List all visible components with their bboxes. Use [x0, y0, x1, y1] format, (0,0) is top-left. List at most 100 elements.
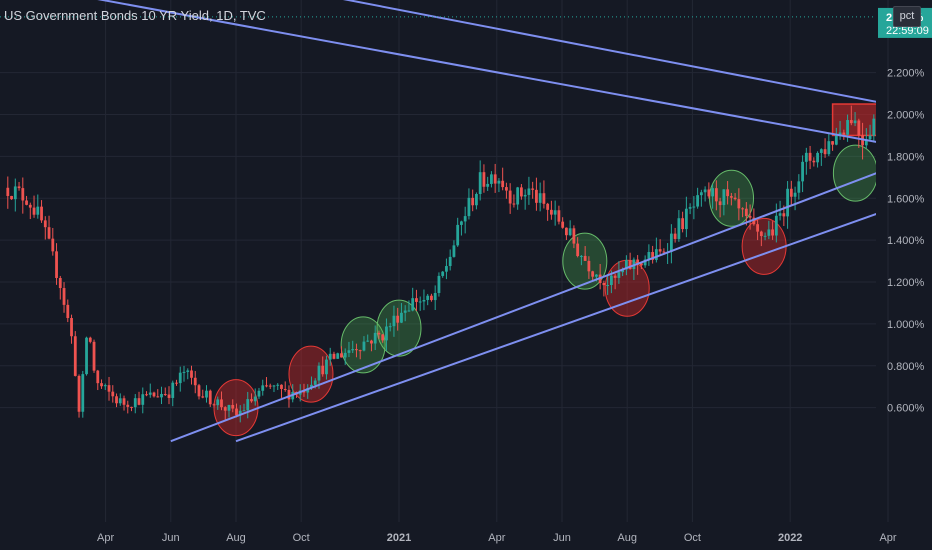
candle-body [789, 188, 793, 197]
candle-body [662, 251, 666, 253]
highlight-circle-green [832, 144, 876, 202]
candle-body [163, 393, 167, 395]
price-axis-label: 2.200% [887, 68, 925, 80]
candle-body [613, 275, 617, 278]
candle-body [609, 275, 613, 286]
candle-body [714, 188, 718, 202]
price-axis-label: 1.800% [887, 151, 925, 163]
candle-body [579, 255, 583, 257]
candle-body [771, 229, 774, 236]
candle-body [583, 255, 587, 261]
candle-body [268, 385, 272, 387]
candle-body [328, 353, 332, 360]
candle-body [801, 161, 804, 182]
candle-body [152, 392, 156, 397]
candle-body [36, 206, 40, 215]
candle-body [137, 398, 141, 405]
trendline [342, 0, 876, 103]
candle-body [377, 332, 381, 335]
candle-body [561, 221, 565, 228]
candle-body [388, 326, 392, 328]
candle-body [546, 203, 550, 210]
time-axis-label: Apr [488, 532, 505, 544]
candle-body [463, 216, 467, 222]
candle-body [654, 249, 658, 260]
candle-body [853, 120, 857, 124]
candle-body [733, 197, 737, 200]
candle-body [576, 243, 580, 257]
candle-body [238, 410, 242, 416]
candle-body [744, 208, 748, 217]
candle-body [568, 228, 572, 236]
candle-body [250, 399, 253, 402]
candle-body [85, 337, 88, 375]
candle-body [190, 370, 193, 378]
candle-body [523, 194, 527, 197]
candle-body [808, 152, 812, 161]
candle-body [47, 227, 51, 239]
candle-body [148, 392, 152, 395]
candle-body [516, 187, 520, 205]
candle-body [347, 350, 351, 353]
candle-body [542, 193, 546, 204]
candle-body [467, 197, 471, 217]
candle-body [722, 189, 726, 206]
candle-body [197, 385, 201, 397]
candle-body [831, 141, 834, 145]
candle-body [699, 192, 703, 196]
time-axis-label: Apr [879, 532, 896, 544]
plot-layer [0, 0, 876, 443]
candle-body [77, 375, 81, 412]
candle-body [711, 188, 715, 197]
time-axis-label: Jun [162, 532, 180, 544]
time-axis: Apr Jun Aug Oct 2021 Apr Jun Aug Oct 2022 Apr [97, 532, 897, 544]
candle-body [418, 301, 422, 303]
candle-body [340, 353, 343, 358]
candle-body [471, 197, 475, 206]
candle-body [857, 120, 861, 136]
candle-body [688, 207, 692, 209]
price-axis-label: 1.200% [887, 277, 925, 289]
candle-body [246, 399, 250, 411]
candle-body [778, 213, 782, 216]
candle-body [6, 187, 10, 196]
candle-body [520, 187, 523, 197]
candle-body [842, 132, 846, 135]
candle-body [636, 259, 640, 264]
candle-body [261, 385, 265, 391]
candle-body [66, 304, 70, 319]
percent-scale-button[interactable]: pct [893, 6, 921, 27]
price-axis-label: 0.600% [887, 403, 925, 415]
price-axis-label: 1.000% [887, 319, 925, 331]
candle-body [448, 256, 452, 267]
candle-body [62, 288, 66, 305]
candle-body [373, 332, 377, 344]
candle-body [872, 118, 876, 136]
candle-body [684, 208, 688, 230]
candle-body [212, 404, 216, 406]
candle-body [145, 394, 148, 396]
candle-body [216, 399, 220, 406]
candle-body [846, 120, 849, 135]
candle-body [677, 218, 681, 239]
candle-body [10, 195, 13, 200]
candle-body [336, 353, 340, 359]
candle-body [103, 385, 107, 387]
candle-body [726, 189, 730, 197]
candle-body [25, 200, 28, 205]
candle-body [797, 181, 801, 193]
price-axis-label: 1.400% [887, 235, 925, 247]
time-axis-label: Jun [553, 532, 571, 544]
candle-body [171, 382, 175, 398]
candle-body [43, 220, 47, 228]
candle-body [332, 353, 336, 359]
candle-body [381, 334, 385, 341]
candle-body [493, 174, 497, 184]
candle-body [572, 228, 576, 244]
candle-body [407, 310, 411, 312]
candle-body [13, 186, 17, 200]
candle-body [565, 227, 568, 236]
candle-body [310, 384, 313, 389]
